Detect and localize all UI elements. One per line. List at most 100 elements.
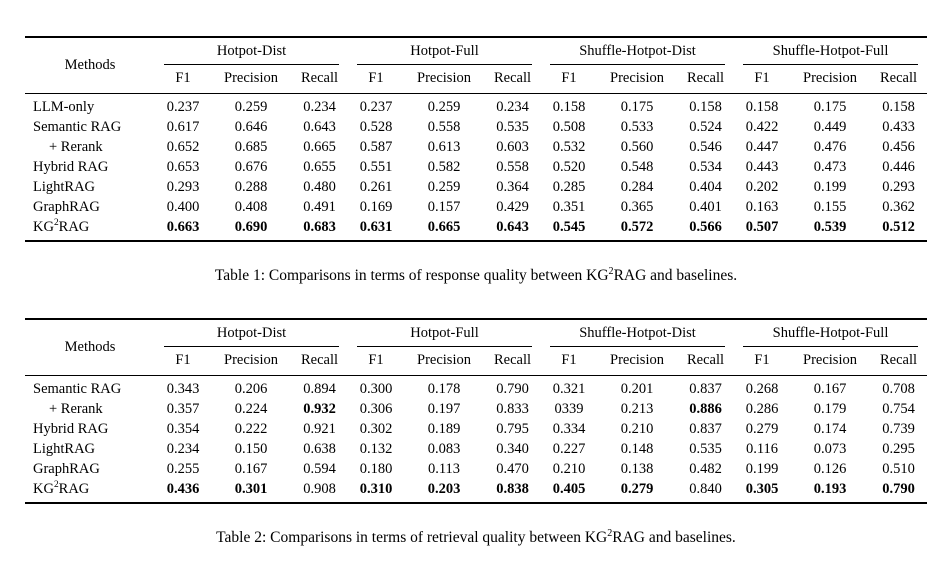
metric-value: 0.222 [234, 420, 268, 437]
metric-value: 0.653 [166, 158, 200, 175]
metric-value: 0.113 [427, 460, 461, 477]
metric-value: 0.790 [882, 480, 915, 497]
metric-value: 0.685 [234, 138, 268, 155]
col-header-recall: Recall [879, 352, 918, 368]
metric-value: 0.533 [620, 118, 654, 135]
metric-value: 0.572 [620, 218, 654, 235]
metric-value: 0.908 [303, 480, 336, 497]
metric-value: 0.532 [552, 138, 586, 155]
col-header-precision: Precision [224, 352, 278, 368]
group-header-shuffle-hotpot-full: Shuffle-Hotpot-Full [734, 37, 927, 65]
group-header-shuffle-hotpot-dist: Shuffle-Hotpot-Dist [541, 319, 734, 347]
metric-value: 0.175 [620, 98, 654, 115]
metric-value: 0.546 [689, 138, 722, 155]
metric-value: 0.507 [745, 218, 779, 235]
metric-value: 0.400 [166, 198, 200, 215]
col-header-recall: Recall [879, 70, 918, 86]
metric-value: 0.167 [813, 380, 847, 397]
group-label: Shuffle-Hotpot-Dist [579, 43, 696, 59]
metric-value: 0.148 [620, 440, 654, 457]
metric-value: 0.150 [234, 440, 268, 457]
metric-value: 0.365 [620, 198, 654, 215]
metric-value: 0.837 [689, 420, 722, 437]
metric-header-row: F1 Precision Recall F1 Precision Recall … [25, 347, 927, 376]
metric-value: 0.362 [882, 198, 915, 215]
metric-value: 0.321 [552, 380, 586, 397]
caption-text: RAG and baselines. [612, 529, 736, 546]
metric-value: 0.524 [689, 118, 722, 135]
col-header-recall: Recall [493, 352, 532, 368]
metric-value: 0.449 [813, 118, 847, 135]
table-row: KG2RAG 0.436 0.301 0.908 0.310 0.203 0.838 0.40… [25, 479, 927, 503]
metric-value: 0.295 [882, 440, 915, 457]
method-label: LightRAG [33, 440, 96, 457]
group-label: Hotpot-Full [410, 325, 479, 341]
metric-value: 0.473 [813, 158, 847, 175]
metric-value: 0.343 [166, 380, 200, 397]
method-label: LightRAG [33, 178, 96, 195]
method-label: Semantic RAG [33, 380, 122, 397]
metric-value: 0.210 [552, 460, 586, 477]
metric-value: 0.436 [166, 480, 200, 497]
metric-value: 0.158 [882, 98, 915, 115]
metric-value: 0.560 [620, 138, 654, 155]
col-header-recall: Recall [493, 70, 532, 86]
metric-value: 0.259 [427, 178, 461, 195]
group-header-hotpot-dist: Hotpot-Dist [155, 319, 348, 347]
metric-value: 0.293 [166, 178, 200, 195]
metric-value: 0.894 [303, 380, 336, 397]
metric-value: 0.157 [427, 198, 461, 215]
col-header-f1: F1 [754, 70, 770, 86]
metric-value: 0.491 [303, 198, 336, 215]
metric-value: 0.202 [745, 178, 779, 195]
metric-value: 0.158 [745, 98, 779, 115]
col-header-f1: F1 [175, 70, 191, 86]
col-header-f1: F1 [754, 352, 770, 368]
caption-text: RAG and baselines. [613, 267, 738, 284]
metric-value: 0.300 [359, 380, 393, 397]
metric-value: 0.665 [427, 218, 461, 235]
col-header-precision: Precision [610, 352, 664, 368]
caption-superscript: 2 [607, 527, 613, 539]
metric-value: 0.210 [620, 420, 654, 437]
metric-value: 0.234 [303, 98, 336, 115]
col-header-precision: Precision [417, 352, 471, 368]
col-header-recall: Recall [300, 352, 339, 368]
metric-value: 0.116 [745, 440, 779, 457]
caption-text: Table 1: Comparisons in terms of respons… [214, 267, 609, 284]
col-header-precision: Precision [803, 70, 857, 86]
metric-value: 0.234 [496, 98, 529, 115]
table-row: + Rerank 0.357 0.224 0.932 0.306 0.197 0.833 03… [25, 399, 927, 419]
metric-value: 0.189 [427, 420, 461, 437]
group-label: Hotpot-Full [410, 43, 479, 59]
metric-value: 0.279 [620, 480, 654, 497]
caption-text: Table 2: Comparisons in terms of retriev… [216, 529, 608, 546]
group-header-shuffle-hotpot-dist: Shuffle-Hotpot-Dist [541, 37, 734, 65]
metric-value: 0.480 [303, 178, 336, 195]
metric-value: 0.833 [496, 400, 529, 417]
metric-value: 0.357 [166, 400, 200, 417]
metric-value: 0.083 [427, 440, 461, 457]
metric-value: 0.126 [813, 460, 847, 477]
methods-column-header: Methods [64, 339, 116, 355]
metric-value: 0.178 [427, 380, 461, 397]
metric-value: 0.528 [359, 118, 393, 135]
metric-value: 0.739 [882, 420, 915, 437]
metric-value: 0.508 [552, 118, 586, 135]
method-label: GraphRAG [33, 198, 100, 215]
metric-value: 0.364 [496, 178, 529, 195]
col-header-precision: Precision [224, 70, 278, 86]
metric-value: 0.482 [689, 460, 722, 477]
method-label: Hybrid RAG [33, 420, 109, 437]
metric-value: 0.690 [234, 218, 268, 235]
metric-value: 0.310 [359, 480, 393, 497]
metric-value: 0.234 [166, 440, 200, 457]
metric-value: 0.558 [496, 158, 529, 175]
metric-value: 0.158 [552, 98, 586, 115]
metric-value: 0.293 [882, 178, 915, 195]
metric-value: 0.404 [689, 178, 722, 195]
table-row: LLM-only 0.237 0.259 0.234 0.237 0.259 0.234 0.… [25, 94, 927, 118]
metric-value: 0.840 [689, 480, 722, 497]
table-row: LightRAG 0.234 0.150 0.638 0.132 0.083 0.340 0.… [25, 439, 927, 459]
method-label: + Rerank [49, 138, 103, 155]
